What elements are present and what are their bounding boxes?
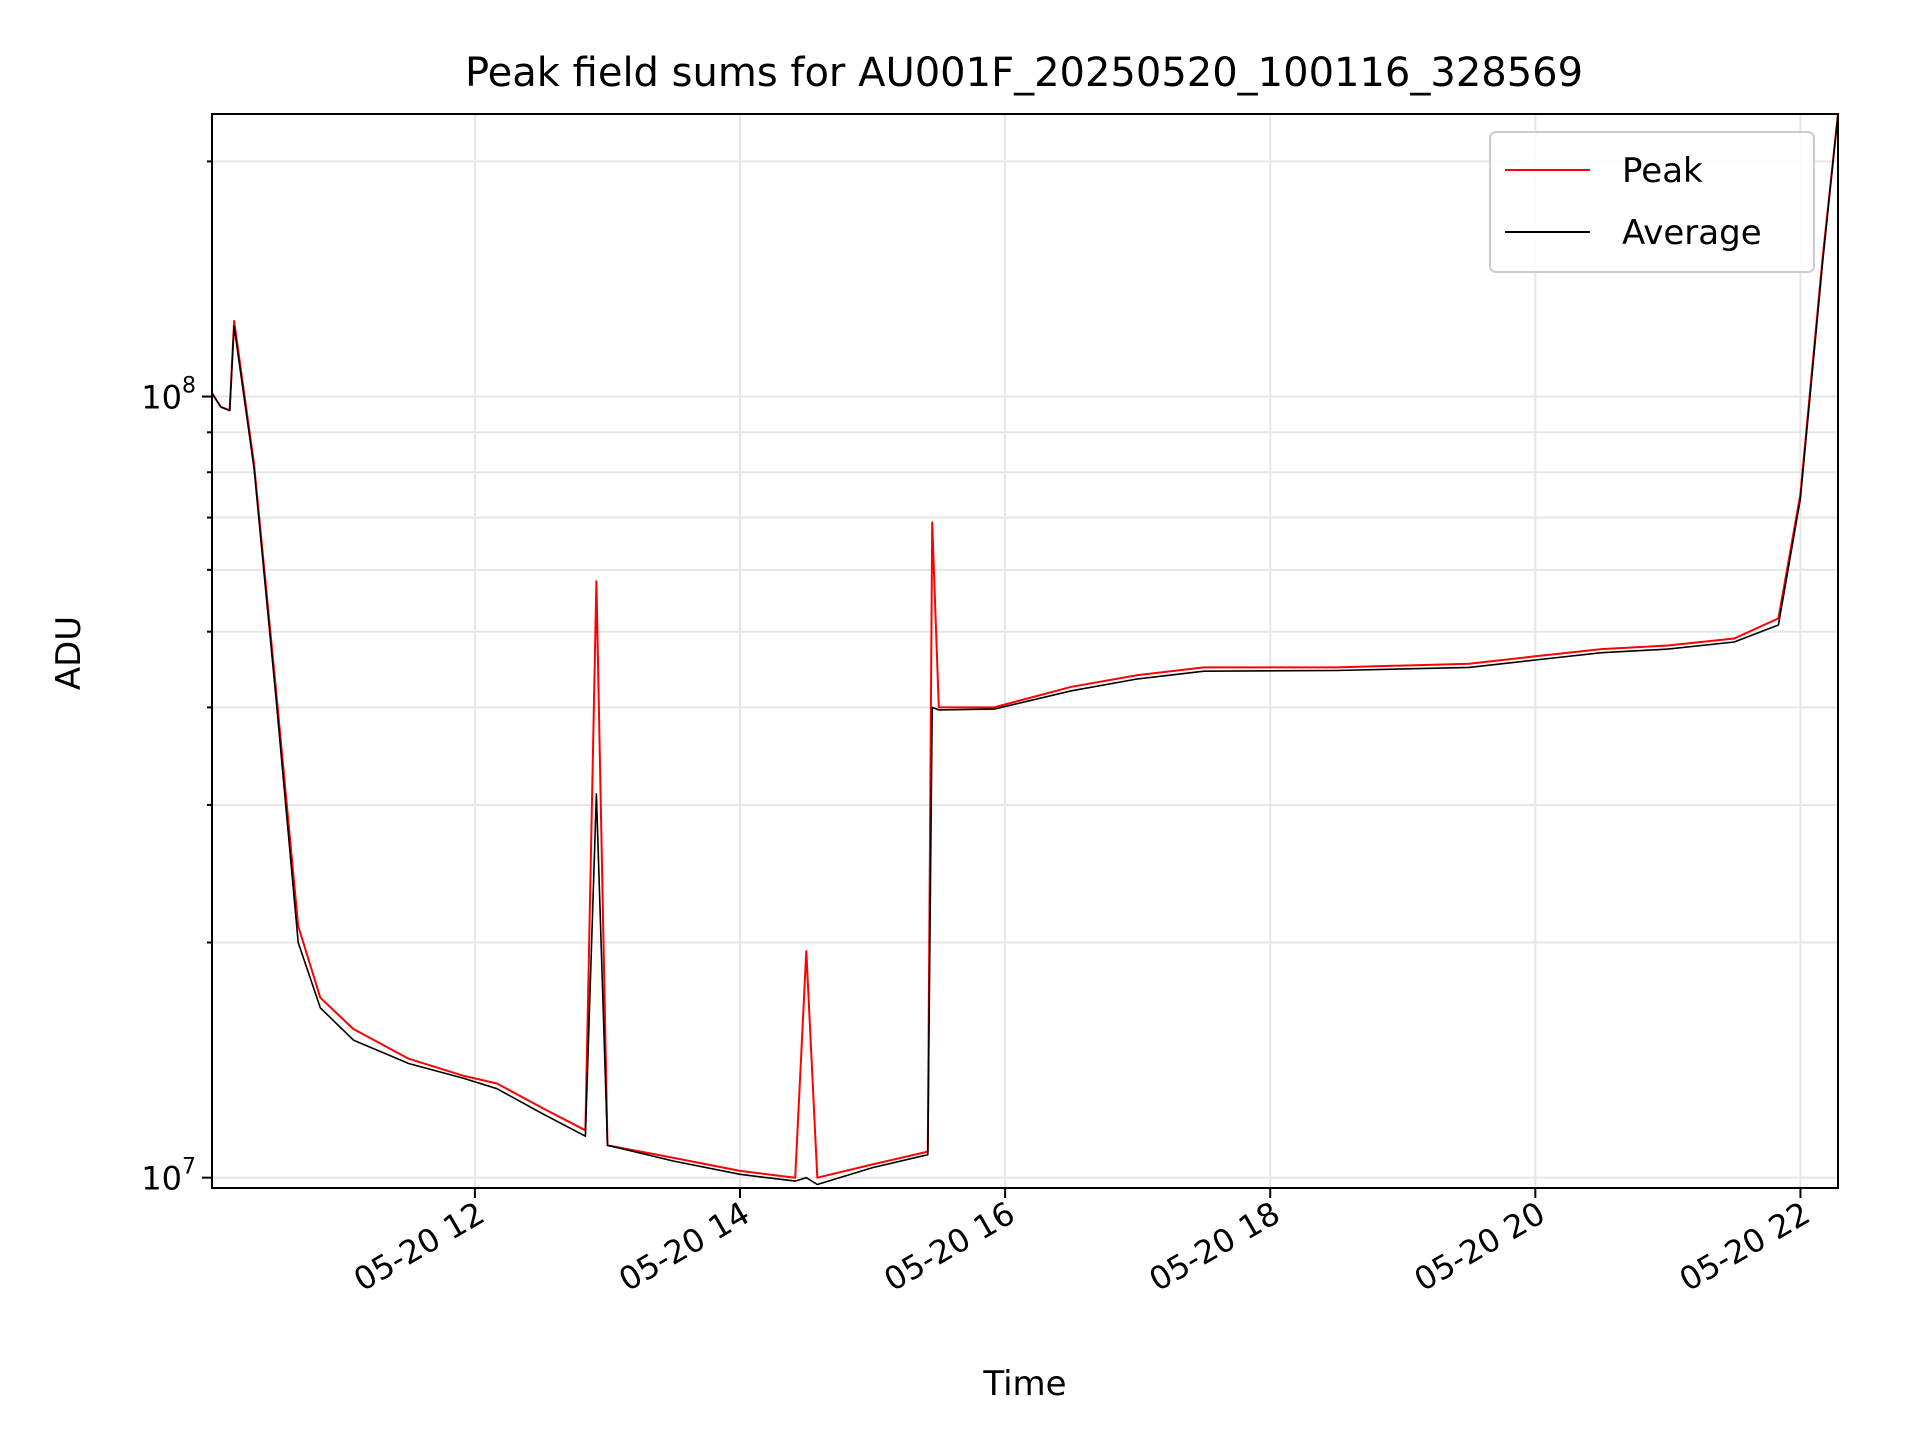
- series-line-peak: [211, 113, 1839, 1179]
- chart-title: Peak field sums for AU001F_20250520_1001…: [465, 50, 1583, 96]
- legend-box: [1489, 131, 1815, 273]
- y-tick-label: 108: [141, 374, 196, 417]
- x-axis-label: Time: [982, 1364, 1066, 1404]
- series-line-average: [211, 113, 1839, 1186]
- y-tick-label: 107: [141, 1155, 196, 1198]
- series-layer: [211, 113, 1839, 1186]
- legend-label-peak: Peak: [1622, 151, 1703, 191]
- legend-label-average: Average: [1622, 213, 1762, 253]
- y-axis-label: ADU: [49, 616, 89, 690]
- legend: Peak Average: [1489, 131, 1815, 273]
- plot-frame: [211, 113, 1839, 1189]
